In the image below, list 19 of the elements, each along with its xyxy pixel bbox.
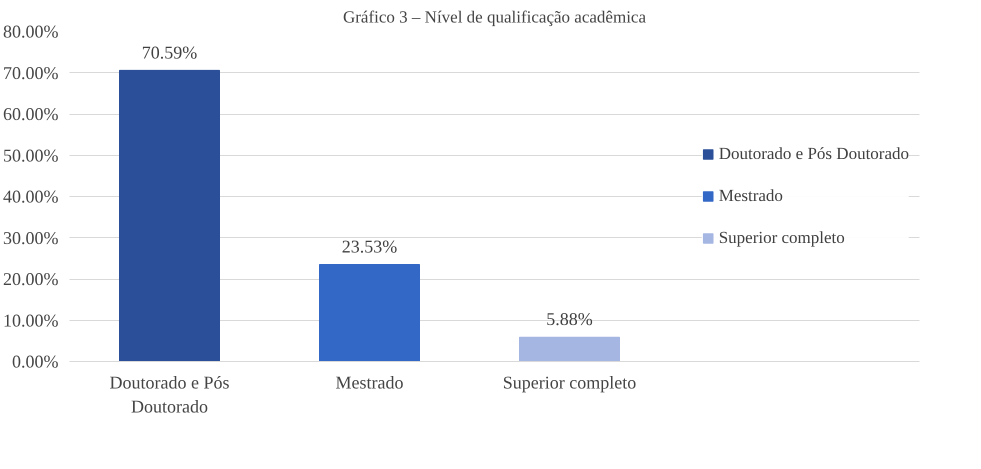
y-tick-label: 20.00% <box>3 269 59 289</box>
x-tick-label: Doutorado e Pós Doutorado <box>110 372 230 416</box>
y-tick-label: 50.00% <box>3 145 59 166</box>
y-tick-label: 10.00% <box>3 310 59 330</box>
x-tick-label: Mestrado <box>336 372 404 392</box>
data-label: 70.59% <box>142 42 198 62</box>
y-tick-label: 40.00% <box>3 186 59 206</box>
legend-label: Doutorado e Pós Doutorado <box>718 144 909 164</box>
chart-title: Gráfico 3 – Nível de qualificação acadêmica <box>343 8 646 26</box>
y-tick-label: 70.00% <box>3 62 59 83</box>
data-label: 5.88% <box>546 309 593 330</box>
y-tick-label: 0.00% <box>12 352 59 372</box>
x-tick-label: Superior completo <box>502 372 636 392</box>
y-tick-label: 60.00% <box>3 104 59 124</box>
y-tick-label: 30.00% <box>3 228 59 248</box>
data-label: 23.53% <box>342 236 398 256</box>
legend-label: Mestrado <box>718 186 783 206</box>
legend-label: Superior completo <box>718 228 845 248</box>
y-tick-label: 80.00% <box>3 22 59 42</box>
